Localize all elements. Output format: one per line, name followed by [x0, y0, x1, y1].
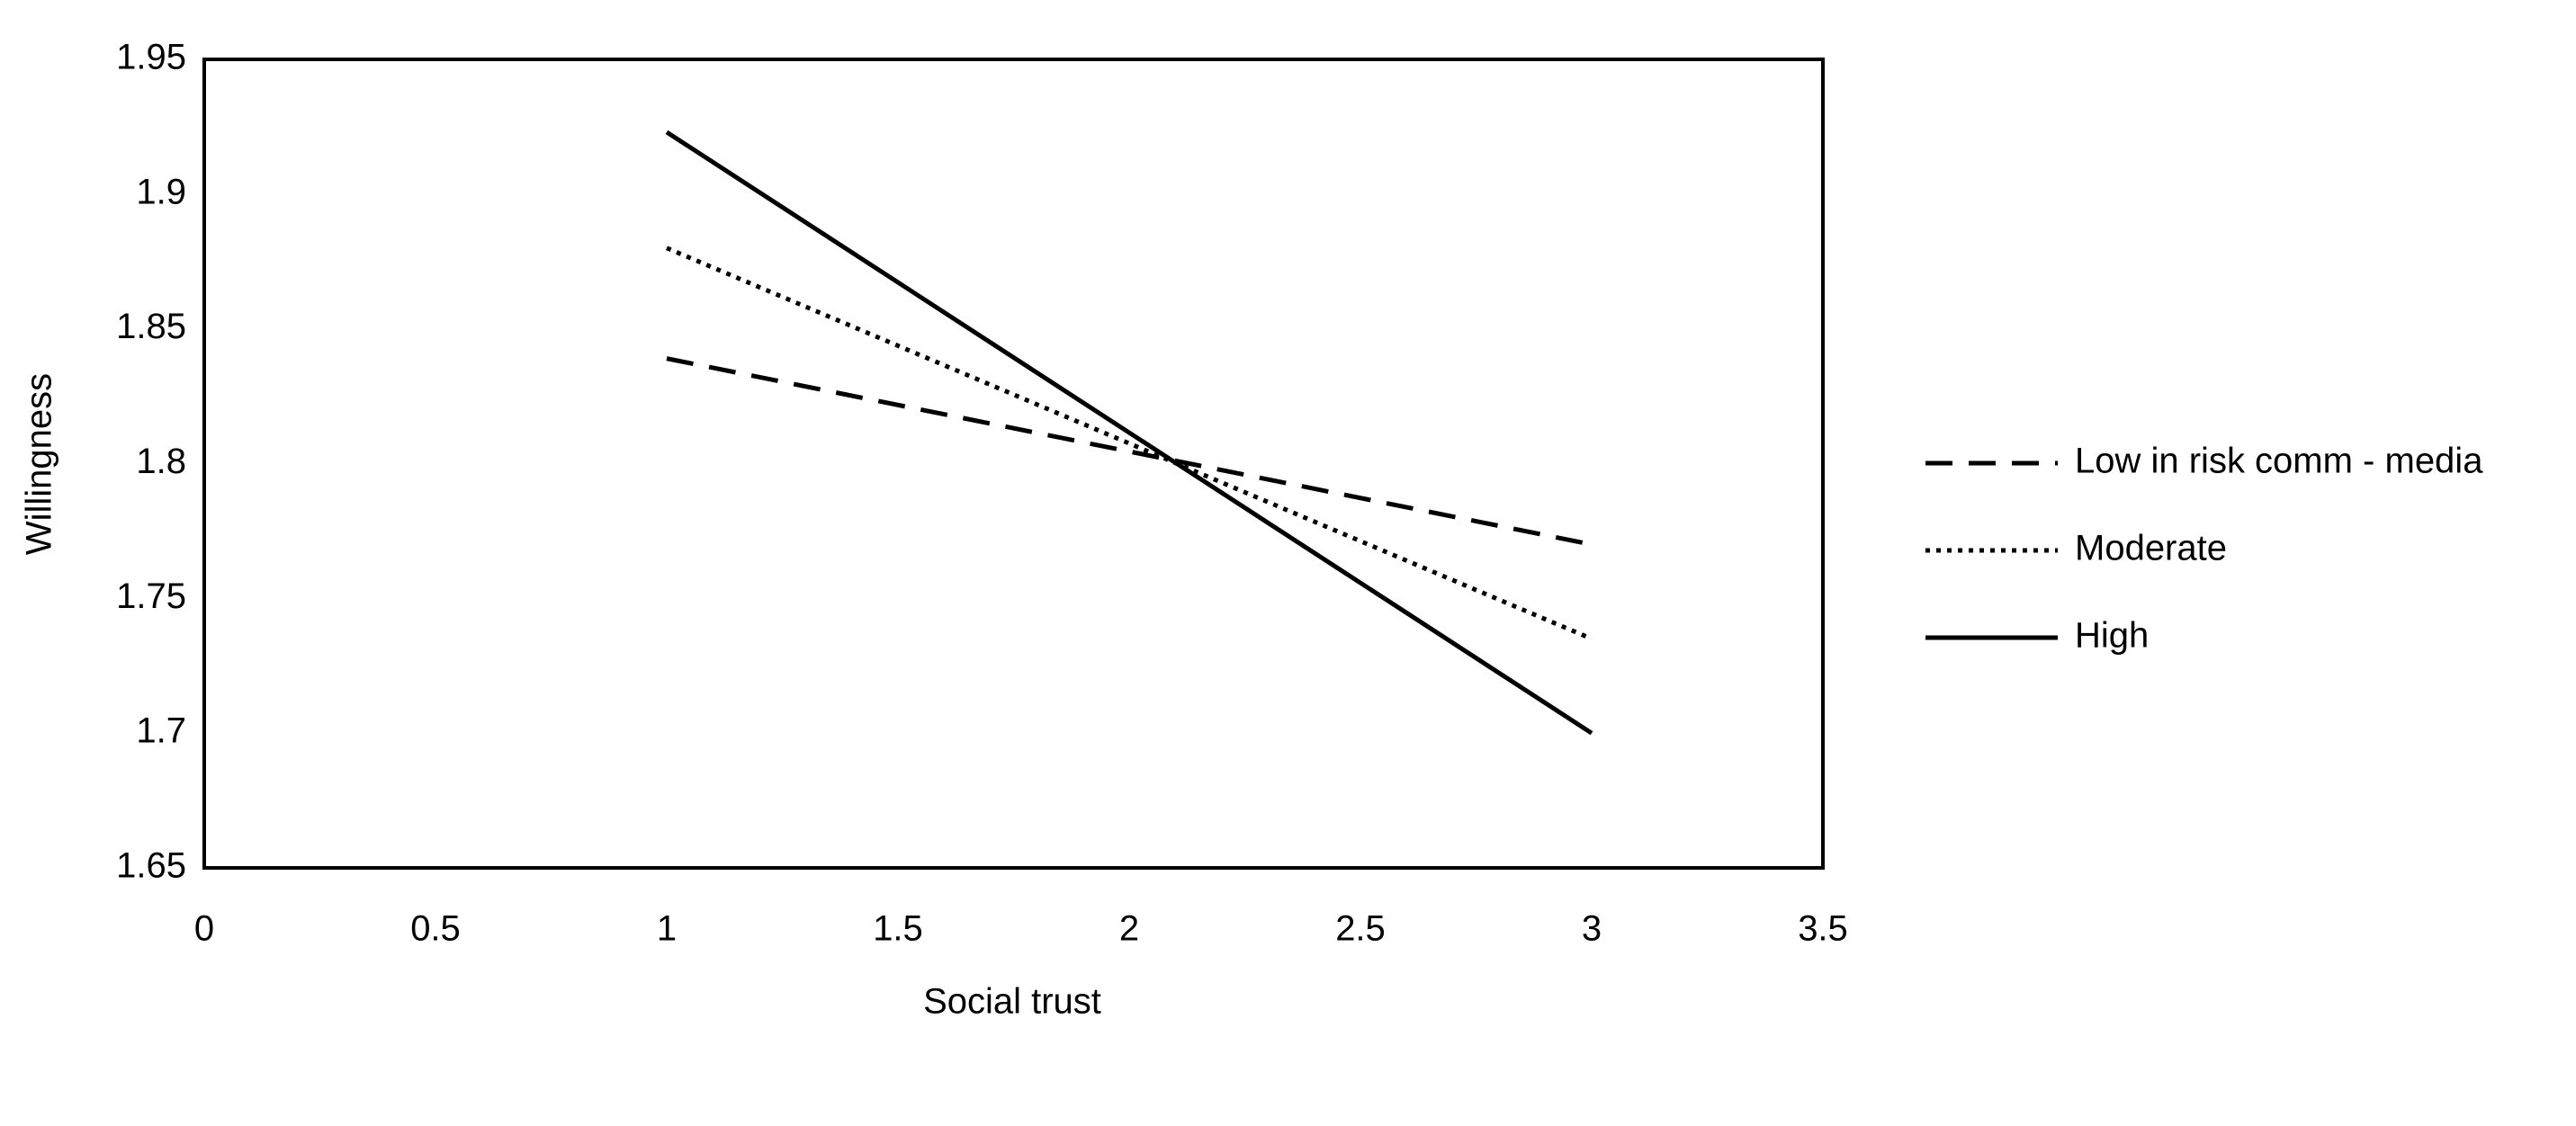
y-axis-label: Willingness	[20, 373, 59, 555]
x-tick-label: 0	[194, 909, 214, 949]
x-tick-label: 1.5	[873, 909, 923, 949]
legend-label: Low in risk comm - media	[2075, 442, 2483, 481]
x-tick-label: 3	[1582, 909, 1602, 949]
y-tick-label: 1.8	[136, 442, 186, 481]
y-tick-label: 1.85	[116, 307, 186, 346]
series-line	[665, 130, 1593, 736]
y-tick-label: 1.95	[116, 38, 186, 77]
legend-label: Moderate	[2075, 529, 2227, 568]
y-tick-label: 1.75	[116, 576, 186, 616]
plot-frame	[202, 58, 1825, 870]
series-line	[666, 356, 1593, 547]
x-tick-label: 2	[1119, 909, 1139, 949]
x-axis-label: Social trust	[923, 982, 1101, 1022]
x-tick-label: 1	[657, 909, 677, 949]
x-tick-label: 3.5	[1798, 909, 1848, 949]
y-tick-label: 1.7	[136, 711, 186, 751]
y-tick-label: 1.9	[136, 172, 186, 211]
x-tick-label: 2.5	[1335, 909, 1386, 949]
series-line	[666, 246, 1593, 641]
y-tick-label: 1.65	[116, 846, 186, 886]
x-tick-label: 0.5	[410, 909, 461, 949]
legend-label: High	[2075, 616, 2149, 656]
